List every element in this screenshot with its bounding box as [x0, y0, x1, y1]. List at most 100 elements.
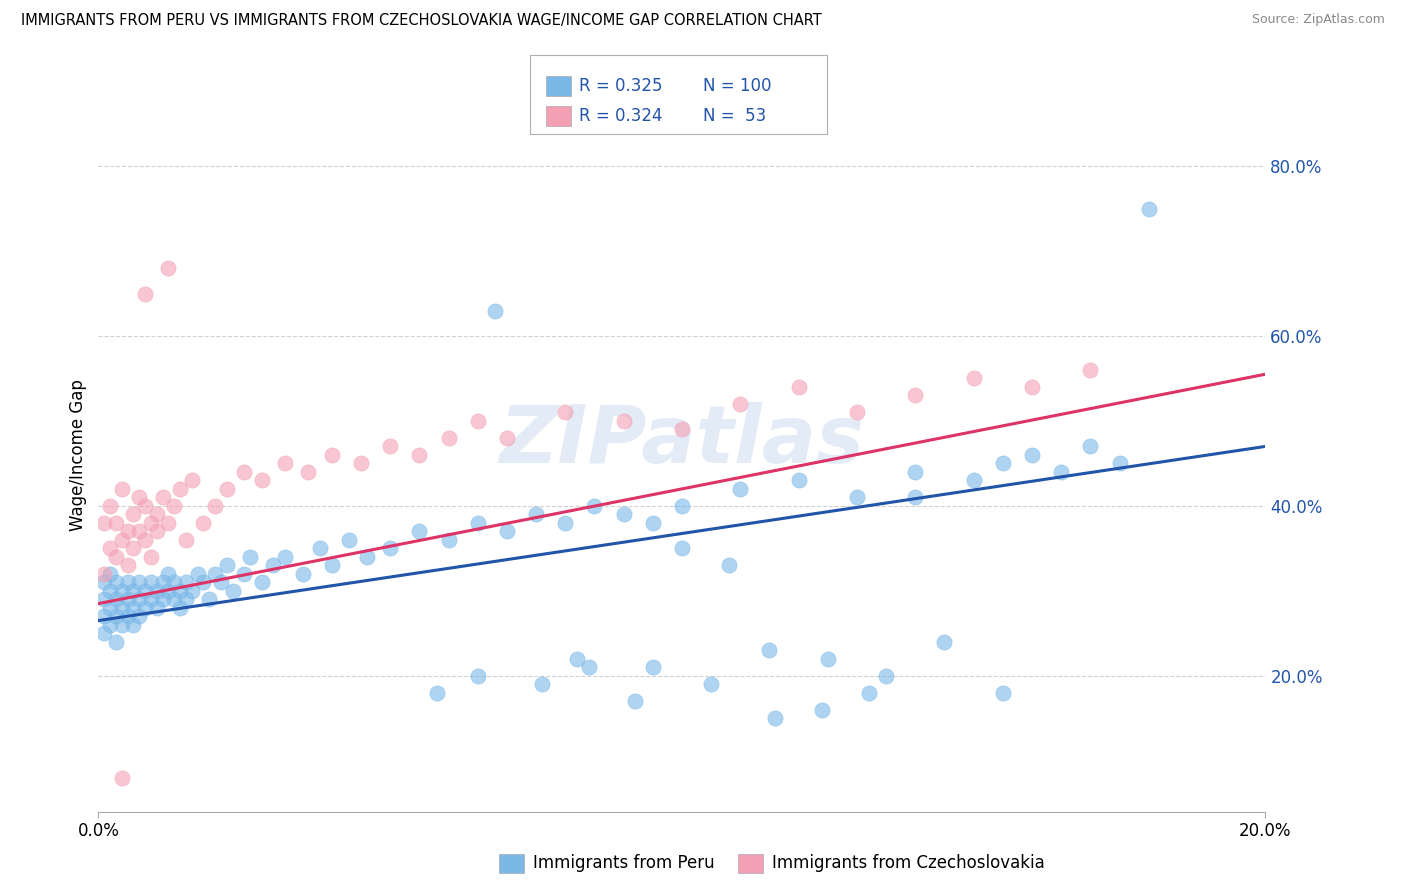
Point: [1080, 439, 1102, 453]
Point: [356, 549, 378, 564]
Text: Immigrants from Peru: Immigrants from Peru: [533, 855, 714, 872]
Point: [1080, 363, 1102, 377]
Point: [934, 635, 956, 649]
Point: [309, 541, 332, 556]
Point: [152, 592, 174, 607]
Point: [624, 694, 647, 708]
Point: [467, 414, 489, 428]
Point: [467, 516, 489, 530]
Point: [904, 388, 927, 402]
Point: [111, 617, 134, 632]
Point: [297, 465, 319, 479]
Point: [612, 414, 634, 428]
Point: [233, 566, 256, 581]
Point: [187, 566, 209, 581]
Point: [274, 549, 297, 564]
Point: [787, 380, 810, 394]
Point: [904, 465, 927, 479]
Point: [787, 474, 810, 488]
Point: [426, 686, 449, 700]
Point: [111, 583, 134, 598]
Point: [174, 533, 197, 547]
Point: [122, 541, 145, 556]
Point: [157, 260, 180, 275]
Point: [93, 592, 115, 607]
Point: [221, 583, 243, 598]
Point: [163, 499, 186, 513]
Point: [111, 771, 134, 785]
Point: [215, 558, 238, 573]
Point: [337, 533, 360, 547]
Point: [93, 626, 115, 640]
Point: [139, 549, 162, 564]
Point: [612, 508, 634, 522]
Point: [128, 609, 150, 624]
Point: [117, 524, 139, 539]
Text: IMMIGRANTS FROM PERU VS IMMIGRANTS FROM CZECHOSLOVAKIA WAGE/INCOME GAP CORRELATI: IMMIGRANTS FROM PERU VS IMMIGRANTS FROM …: [21, 13, 823, 29]
Point: [193, 575, 215, 590]
Point: [204, 566, 226, 581]
Point: [157, 566, 180, 581]
Point: [146, 600, 169, 615]
Point: [98, 566, 121, 581]
Point: [157, 583, 180, 598]
Text: Immigrants from Czechoslovakia: Immigrants from Czechoslovakia: [772, 855, 1045, 872]
Point: [321, 558, 343, 573]
Point: [495, 431, 517, 445]
Point: [98, 617, 121, 632]
Point: [104, 575, 127, 590]
Point: [122, 617, 145, 632]
Point: [93, 609, 115, 624]
Point: [128, 491, 150, 505]
Point: [198, 592, 221, 607]
Point: [157, 516, 180, 530]
Point: [671, 499, 693, 513]
Point: [134, 600, 156, 615]
Point: [578, 660, 600, 674]
Point: [111, 600, 134, 615]
Point: [1021, 448, 1043, 462]
Point: [152, 491, 174, 505]
Point: [117, 609, 139, 624]
Point: [437, 431, 460, 445]
Point: [134, 533, 156, 547]
Y-axis label: Wage/Income Gap: Wage/Income Gap: [69, 379, 87, 531]
Point: [408, 448, 430, 462]
Point: [146, 508, 169, 522]
Point: [104, 516, 127, 530]
Point: [641, 660, 664, 674]
Point: [180, 474, 202, 488]
Point: [117, 592, 139, 607]
Point: [991, 457, 1014, 471]
Point: [728, 397, 751, 411]
Point: [250, 575, 273, 590]
Point: [274, 457, 297, 471]
Point: [1021, 380, 1043, 394]
Point: [904, 491, 927, 505]
Point: [1108, 457, 1130, 471]
Point: [98, 541, 121, 556]
Point: [134, 286, 156, 301]
Point: [845, 405, 868, 419]
Point: [495, 524, 517, 539]
Point: [991, 686, 1014, 700]
Point: [554, 405, 576, 419]
Point: [122, 583, 145, 598]
Point: [98, 583, 121, 598]
Point: [484, 303, 506, 318]
Text: Source: ZipAtlas.com: Source: ZipAtlas.com: [1251, 13, 1385, 27]
Point: [128, 524, 150, 539]
Point: [104, 549, 127, 564]
Point: [845, 491, 868, 505]
Point: [875, 669, 897, 683]
Point: [180, 583, 202, 598]
Point: [163, 592, 186, 607]
Point: [93, 575, 115, 590]
Point: [321, 448, 343, 462]
Text: ZIPatlas: ZIPatlas: [499, 401, 865, 480]
Point: [565, 652, 588, 666]
Point: [122, 508, 145, 522]
Point: [139, 592, 162, 607]
Point: [291, 566, 314, 581]
Point: [122, 600, 145, 615]
